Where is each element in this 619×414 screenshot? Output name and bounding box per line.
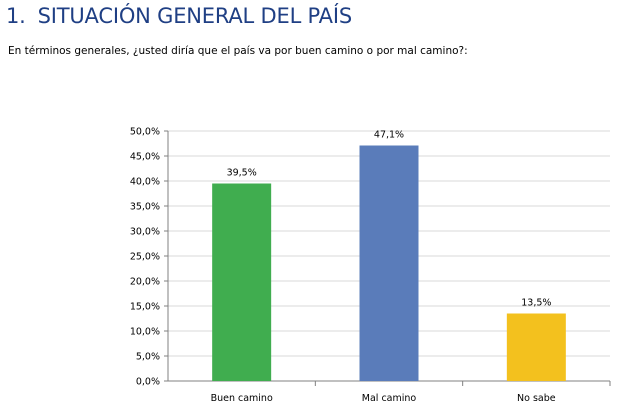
data-label: 47,1%	[374, 130, 404, 141]
data-labels: 39,5% 47,1% 13,5%	[227, 130, 552, 309]
x-tick-label: Buen camino	[211, 393, 273, 404]
x-tick-labels: Buen camino Mal camino No sabe	[211, 393, 556, 404]
data-label: 39,5%	[227, 168, 257, 179]
y-tick-label: 15,0%	[130, 302, 160, 313]
y-tick-label: 25,0%	[130, 252, 160, 263]
bar-no-sabe	[506, 313, 566, 381]
y-tick-label: 30,0%	[130, 227, 160, 238]
y-tick-label: 40,0%	[130, 177, 160, 188]
section-heading: 1. SITUACIÓN GENERAL DEL PAÍS	[6, 4, 352, 28]
bars	[212, 145, 566, 381]
bar-mal-camino	[359, 145, 419, 381]
bar-buen-camino	[212, 183, 272, 381]
y-tick-label: 35,0%	[130, 202, 160, 213]
y-tick-label: 45,0%	[130, 152, 160, 163]
y-tick-label: 10,0%	[130, 327, 160, 338]
x-tick-label: Mal camino	[362, 393, 417, 404]
section-number: 1.	[6, 4, 26, 28]
y-tick-labels: 0,0% 5,0% 10,0% 15,0% 20,0% 25,0% 30,0% 35,0% 40…	[130, 127, 160, 388]
section-title: SITUACIÓN GENERAL DEL PAÍS	[37, 4, 353, 28]
x-tick-label: No sabe	[517, 393, 556, 404]
y-tick-label: 0,0%	[136, 377, 160, 388]
y-tick-label: 5,0%	[136, 352, 160, 363]
survey-question: En términos generales, ¿usted diría que …	[8, 45, 468, 57]
y-tick-label: 20,0%	[130, 277, 160, 288]
y-tick-label: 50,0%	[130, 127, 160, 138]
data-label: 13,5%	[521, 298, 551, 309]
